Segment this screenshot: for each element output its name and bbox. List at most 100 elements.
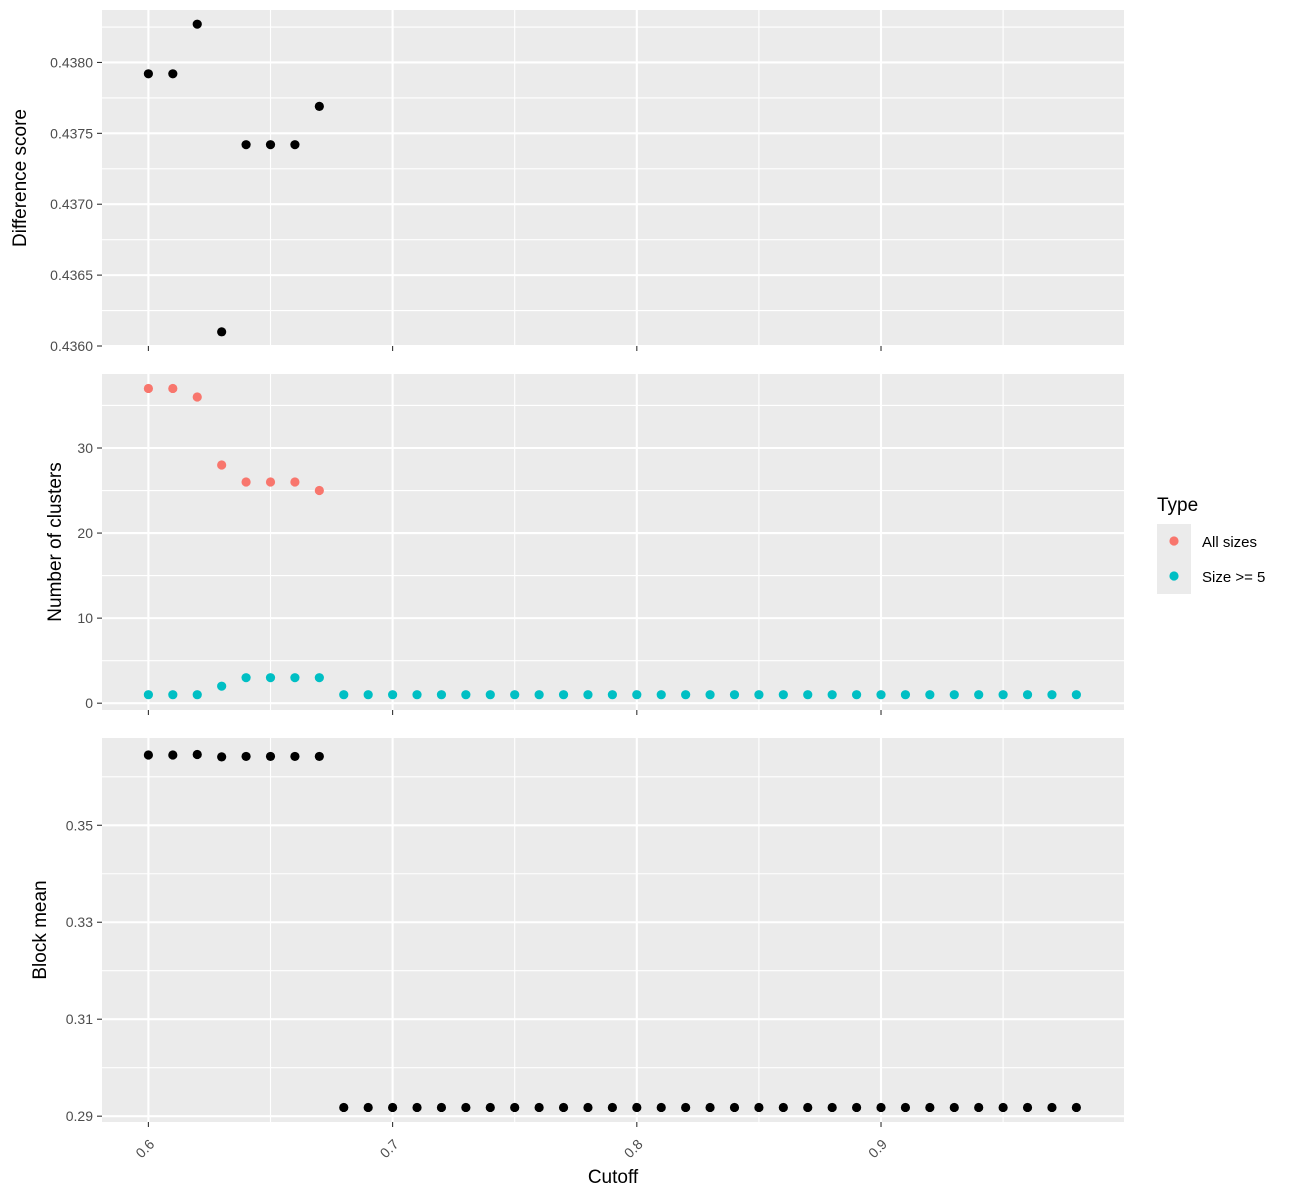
data-point — [241, 751, 251, 762]
data-point — [1022, 1102, 1033, 1113]
legend-item: All sizes — [1157, 524, 1257, 559]
data-point — [412, 690, 422, 700]
data-point — [705, 1102, 715, 1113]
panel-top: 0.4360 0.4365 0.4370 0.4375 0.4380 Difference… — [10, 10, 1124, 354]
data-point — [143, 383, 153, 394]
data-point — [168, 69, 178, 79]
data-point — [656, 690, 666, 700]
data-point — [314, 751, 324, 762]
data-point — [534, 1102, 544, 1113]
x-tick-label: 0.9 — [865, 1136, 890, 1161]
data-point — [778, 690, 788, 700]
data-point — [265, 673, 276, 683]
y-tick-label: 0.4380 — [50, 54, 93, 70]
data-point — [583, 1102, 593, 1113]
legend-key-point — [1169, 536, 1179, 546]
data-point — [143, 750, 153, 760]
data-point — [632, 690, 642, 700]
data-point — [217, 460, 227, 470]
legend-item: Size >= 5 — [1157, 559, 1265, 594]
data-point — [217, 327, 227, 337]
data-point — [192, 690, 202, 700]
data-point — [558, 690, 569, 700]
data-point — [1071, 1102, 1081, 1113]
data-point — [168, 383, 178, 394]
legend-label: All sizes — [1202, 534, 1257, 551]
data-point — [925, 1102, 935, 1113]
data-point — [949, 690, 959, 700]
y-axis-title: Block mean — [30, 880, 51, 979]
data-point — [265, 751, 276, 762]
y-tick-label: 0.4365 — [50, 267, 93, 283]
data-point — [339, 690, 349, 700]
data-point — [461, 1102, 471, 1113]
data-point — [168, 690, 178, 700]
data-point — [314, 101, 324, 112]
series-points — [143, 383, 324, 496]
data-point — [876, 1102, 886, 1113]
data-point — [265, 140, 276, 150]
series-points — [143, 673, 1081, 700]
data-point — [851, 690, 862, 700]
data-point — [681, 1102, 691, 1113]
data-point — [900, 1102, 911, 1113]
x-tick-label: 0.8 — [621, 1136, 646, 1161]
data-point — [436, 1102, 447, 1113]
panel-middle: 0 10 20 30 Number of clusters — [45, 374, 1124, 715]
data-point — [143, 69, 153, 79]
legend-title: Type — [1157, 495, 1198, 516]
data-point — [241, 673, 251, 683]
data-point — [290, 751, 300, 762]
data-point — [485, 690, 495, 700]
data-point — [241, 477, 251, 487]
data-point — [143, 690, 153, 700]
legend-label: Size >= 5 — [1202, 569, 1265, 586]
data-point — [656, 1102, 666, 1113]
data-point — [729, 690, 740, 700]
data-point — [1022, 690, 1033, 700]
data-point — [412, 1102, 422, 1113]
data-point — [1047, 1102, 1057, 1113]
data-point — [607, 690, 617, 700]
data-point — [217, 681, 227, 691]
y-tick-label: 30 — [77, 440, 93, 456]
data-point — [900, 690, 911, 700]
legend: Type All sizes Size >= 5 — [1157, 495, 1265, 594]
data-point — [558, 1102, 569, 1113]
data-point — [485, 1102, 495, 1113]
data-point — [363, 1102, 373, 1113]
data-point — [754, 690, 764, 700]
data-point — [168, 750, 178, 760]
y-tick-label: 0.4360 — [50, 338, 93, 354]
panel-bottom: 0.29 0.31 0.33 0.35 Block mean 0.6 0.7 0.8 0.9 — [30, 738, 1124, 1161]
data-point — [388, 1102, 398, 1113]
panel-background — [102, 10, 1124, 346]
y-tick-label: 0.35 — [66, 817, 93, 833]
data-point — [827, 690, 837, 700]
series-points — [143, 19, 324, 337]
data-point — [192, 749, 202, 760]
data-point — [803, 690, 813, 700]
x-tick-label: 0.7 — [377, 1136, 402, 1161]
data-point — [949, 1102, 959, 1113]
data-point — [803, 1102, 813, 1113]
data-point — [729, 1102, 740, 1113]
x-tick-label: 0.6 — [132, 1136, 157, 1161]
data-point — [388, 690, 398, 700]
data-point — [607, 1102, 617, 1113]
data-point — [1071, 690, 1081, 700]
chart-panels: 0.4360 0.4365 0.4370 0.4375 0.4380 Difference… — [10, 10, 1124, 1161]
series-points — [143, 749, 1081, 1113]
x-axis-title: Cutoff — [588, 1167, 639, 1188]
data-point — [778, 1102, 788, 1113]
data-point — [974, 690, 984, 700]
data-point — [876, 690, 886, 700]
data-point — [827, 1102, 837, 1113]
data-point — [290, 140, 300, 150]
y-axis-title: Difference score — [10, 109, 31, 247]
y-tick-label: 20 — [77, 525, 93, 541]
data-point — [998, 690, 1008, 700]
data-point — [290, 673, 300, 683]
data-point — [974, 1102, 984, 1113]
